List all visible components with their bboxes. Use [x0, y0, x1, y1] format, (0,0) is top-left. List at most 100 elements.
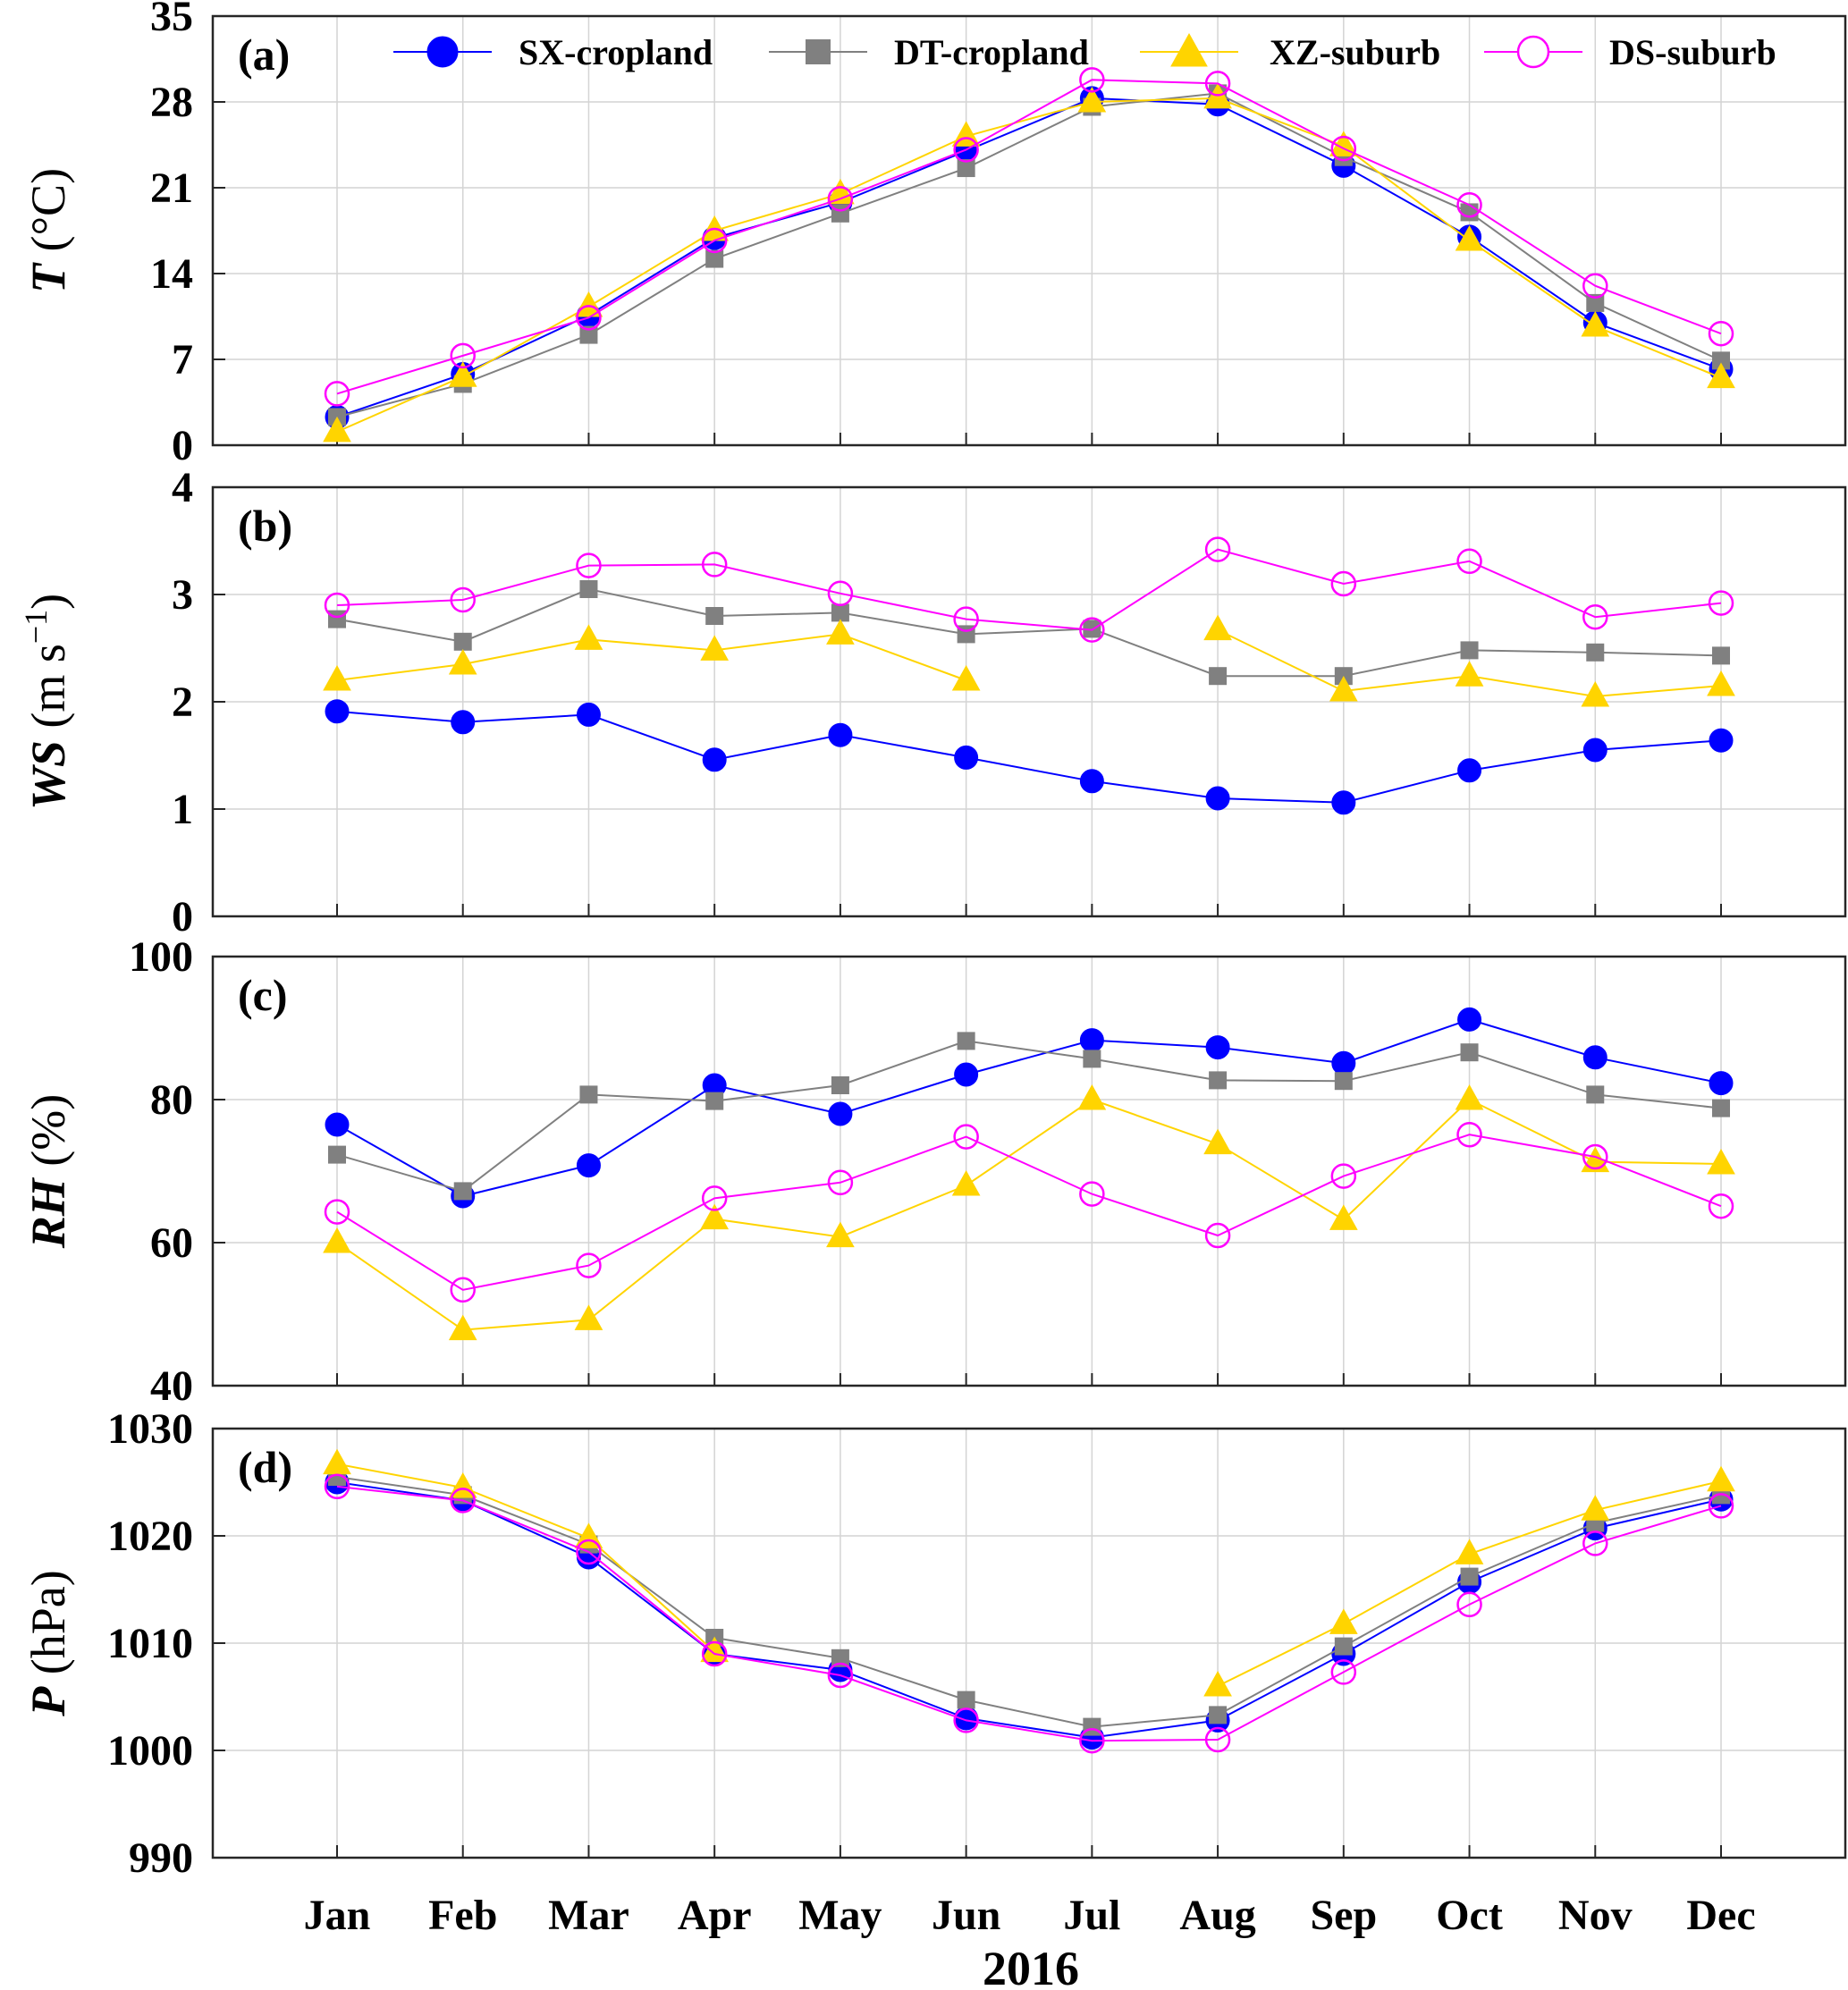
panel--d-: 990 1000 1010 1020 1030 P (hPa) (d) Jan Feb Mar Ap…	[21, 1405, 1847, 1939]
data-point	[1204, 1726, 1231, 1753]
series-line	[336, 1098, 1722, 1331]
series-xz-suburb	[323, 1084, 1735, 1341]
data-point	[450, 1277, 476, 1303]
data-point	[1204, 1222, 1231, 1249]
data-point	[1329, 675, 1358, 702]
data-point	[579, 325, 598, 344]
data-point	[702, 747, 727, 772]
y-axis-label-symbol: RH	[21, 1176, 75, 1249]
series-line	[336, 633, 966, 681]
data-point	[957, 159, 975, 178]
axes-frame	[211, 1427, 1847, 1859]
data-point	[1707, 1148, 1735, 1175]
legend-marker-dt-cropland-icon	[806, 39, 831, 64]
y-tick-label: 1030	[107, 1405, 193, 1453]
data-point	[1581, 680, 1610, 707]
series-sx-cropland	[325, 699, 1734, 815]
y-tick-label: 0	[172, 893, 193, 940]
data-point	[1455, 224, 1484, 251]
series-line	[336, 1481, 1722, 1739]
panel-label: (c)	[238, 970, 288, 1020]
y-axis-label-unit: (%)	[21, 1094, 75, 1178]
panel-label: (a)	[238, 30, 290, 80]
legend-marker-xz-suburb-icon	[1170, 32, 1208, 67]
data-point	[453, 632, 472, 651]
data-point	[1457, 1007, 1482, 1032]
data-point	[1582, 603, 1608, 630]
data-point	[1708, 590, 1734, 616]
y-tick-label: 0	[172, 422, 193, 469]
data-point	[701, 1185, 728, 1211]
data-point	[1712, 351, 1730, 370]
series-line	[336, 1485, 1722, 1742]
series-dt-cropland	[328, 580, 1730, 686]
data-point	[1460, 203, 1479, 222]
data-point	[1581, 310, 1610, 337]
data-point	[1203, 614, 1232, 641]
data-point	[700, 635, 730, 661]
series-xz-suburb	[323, 1448, 1735, 1697]
data-point	[1203, 1670, 1232, 1697]
series-xz-suburb	[323, 614, 1735, 707]
y-tick-label: 1000	[107, 1727, 193, 1775]
data-point	[450, 586, 476, 613]
data-point	[1708, 1493, 1734, 1519]
data-point	[953, 606, 979, 632]
data-point	[1707, 670, 1735, 696]
x-tick-label: Dec	[1686, 1892, 1755, 1939]
data-point	[1330, 1163, 1357, 1189]
data-point	[323, 664, 351, 691]
y-tick-label: 21	[150, 164, 193, 212]
data-point	[1077, 86, 1107, 113]
data-point	[453, 1182, 472, 1201]
series-line	[336, 1134, 1722, 1291]
data-point	[1083, 1717, 1101, 1736]
x-tick-label: Apr	[678, 1892, 752, 1939]
series-line	[336, 97, 1722, 433]
x-tick-label: Jan	[304, 1892, 371, 1939]
data-point	[1582, 273, 1608, 299]
series-sx-cropland	[325, 1470, 1734, 1750]
axes-frame	[211, 14, 1847, 447]
data-point	[576, 1153, 601, 1178]
data-point	[1079, 617, 1105, 643]
axes-frame	[211, 485, 1847, 918]
data-point	[953, 1124, 979, 1150]
panel--b-: 0 1 2 3 4 WS (m s−1) (b)	[18, 464, 1847, 940]
legend-label-xz-suburb: XZ-suburb	[1270, 32, 1440, 72]
data-point	[323, 416, 351, 443]
x-tick-label: Feb	[428, 1892, 497, 1939]
series-line	[336, 548, 1722, 631]
series-ds-suburb	[324, 1121, 1734, 1303]
x-tick-label: Sep	[1310, 1892, 1377, 1939]
data-point	[328, 610, 346, 628]
data-point	[1455, 661, 1484, 687]
data-point	[1079, 1181, 1105, 1207]
panel--a-: 0 7 14 21 28 35 T (°C) (a)	[21, 0, 1847, 469]
data-point	[1456, 548, 1482, 575]
legend-entry-ds-suburb: DS-suburb	[1484, 32, 1776, 72]
series-line	[336, 1463, 715, 1653]
data-point	[953, 137, 979, 163]
data-point	[701, 227, 728, 254]
y-axis-label-unit: (°C)	[21, 168, 75, 264]
y-tick-label: 40	[150, 1362, 193, 1410]
y-tick-label: 35	[150, 0, 193, 40]
data-point	[700, 1203, 730, 1230]
data-point	[325, 699, 350, 724]
data-point	[1079, 67, 1105, 93]
series-line	[336, 1018, 1722, 1198]
data-point	[1457, 758, 1482, 783]
data-point	[576, 305, 602, 331]
data-point	[450, 1488, 476, 1514]
data-point	[1455, 1539, 1484, 1564]
data-point	[826, 1221, 855, 1248]
y-axis-label-superscript: −1	[18, 610, 54, 644]
legend: SX-cropland DT-cropland XZ-suburb DS-sub…	[393, 32, 1776, 72]
series-ds-suburb	[324, 67, 1734, 407]
data-point	[448, 648, 477, 675]
data-point	[1077, 1084, 1107, 1110]
x-tick-label: Oct	[1436, 1892, 1503, 1939]
data-point	[1205, 1035, 1230, 1060]
panel-label: (d)	[238, 1442, 292, 1492]
